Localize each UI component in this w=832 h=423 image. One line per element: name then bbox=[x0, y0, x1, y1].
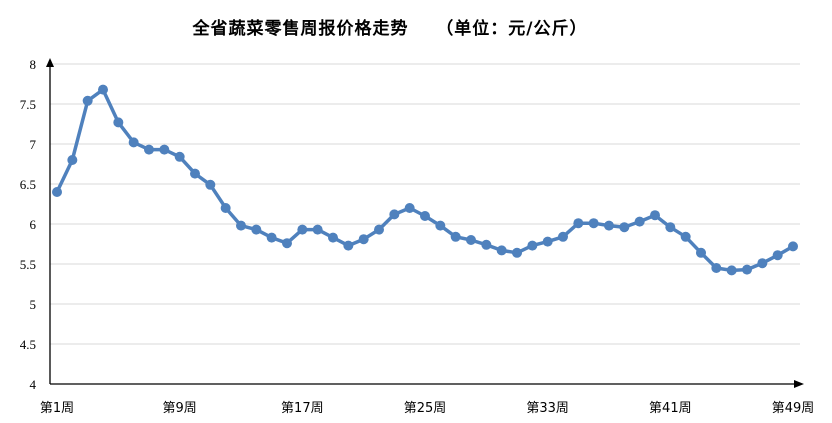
chart-title: 全省蔬菜零售周报价格走势 （单位：元/公斤） bbox=[0, 14, 780, 39]
data-point bbox=[604, 220, 614, 231]
data-point bbox=[328, 232, 338, 243]
x-axis-arrow bbox=[794, 380, 804, 388]
data-point bbox=[297, 224, 308, 235]
y-tick-label: 6 bbox=[30, 217, 37, 232]
data-point bbox=[650, 210, 660, 221]
x-tick-label: 第9周 bbox=[163, 401, 197, 416]
y-tick-label: 7.5 bbox=[20, 97, 36, 112]
y-tick-label: 4.5 bbox=[20, 337, 36, 352]
data-point bbox=[496, 245, 507, 256]
data-point bbox=[696, 247, 706, 258]
data-point bbox=[788, 241, 798, 252]
data-point bbox=[726, 265, 737, 276]
data-point bbox=[312, 224, 323, 235]
price-series bbox=[52, 84, 798, 276]
data-point bbox=[588, 218, 599, 229]
x-tick-label: 第25周 bbox=[404, 401, 447, 416]
data-point bbox=[435, 220, 446, 231]
data-point bbox=[358, 234, 369, 245]
data-point bbox=[527, 240, 538, 251]
data-point bbox=[159, 144, 170, 155]
y-tick-label: 5.5 bbox=[20, 257, 36, 272]
data-point bbox=[113, 117, 124, 128]
data-point bbox=[404, 203, 415, 213]
y-tick-label: 7 bbox=[30, 137, 37, 152]
data-point bbox=[343, 240, 354, 251]
data-point bbox=[558, 231, 568, 242]
y-axis-arrow bbox=[46, 58, 54, 67]
data-point bbox=[757, 258, 768, 269]
data-point bbox=[236, 220, 246, 231]
series-line bbox=[55, 87, 795, 273]
data-point bbox=[282, 238, 292, 249]
y-tick-labels: 4 4.5 5 5.5 6 6.5 7 7.5 8 bbox=[20, 57, 37, 392]
data-point bbox=[67, 155, 78, 165]
data-point bbox=[711, 263, 722, 273]
data-point bbox=[634, 216, 645, 227]
x-tick-label: 第41周 bbox=[649, 401, 692, 416]
y-tick-label: 6.5 bbox=[20, 177, 36, 192]
y-tick-label: 5 bbox=[30, 297, 37, 312]
data-point bbox=[389, 209, 400, 220]
data-point bbox=[665, 222, 676, 233]
data-point bbox=[128, 137, 139, 148]
data-point bbox=[542, 236, 553, 247]
x-tick-label: 第49周 bbox=[772, 401, 815, 416]
y-tick-label: 4 bbox=[30, 377, 37, 392]
data-point bbox=[251, 224, 262, 235]
data-point bbox=[220, 203, 231, 213]
x-tick-labels: 第1周 第9周 第17周 第25周 第33周 第41周 第49周 bbox=[40, 401, 814, 416]
gridlines bbox=[50, 63, 800, 345]
chart-unit-note: （单位：元/公斤） bbox=[436, 19, 588, 39]
data-point bbox=[512, 247, 522, 258]
data-point bbox=[619, 222, 630, 233]
y-tick-label: 8 bbox=[30, 57, 37, 72]
data-point bbox=[190, 168, 200, 179]
x-tick-label: 第1周 bbox=[40, 401, 74, 416]
x-tick-label: 第33周 bbox=[526, 401, 569, 416]
x-tick-label: 第17周 bbox=[281, 401, 324, 416]
data-point bbox=[573, 218, 584, 229]
data-point bbox=[205, 179, 216, 190]
data-point bbox=[52, 187, 62, 197]
data-point bbox=[420, 211, 430, 221]
axes bbox=[46, 58, 804, 388]
data-point bbox=[98, 84, 108, 95]
data-point bbox=[680, 231, 691, 242]
data-point bbox=[82, 95, 93, 106]
data-point bbox=[144, 144, 154, 155]
data-point bbox=[266, 232, 277, 243]
data-point bbox=[174, 151, 185, 162]
data-point bbox=[742, 264, 752, 275]
chart-title-main: 全省蔬菜零售周报价格走势 bbox=[192, 19, 409, 39]
data-point bbox=[374, 224, 384, 235]
data-point bbox=[772, 250, 783, 261]
data-point bbox=[466, 235, 476, 245]
data-point bbox=[450, 231, 461, 242]
data-point bbox=[481, 239, 492, 250]
